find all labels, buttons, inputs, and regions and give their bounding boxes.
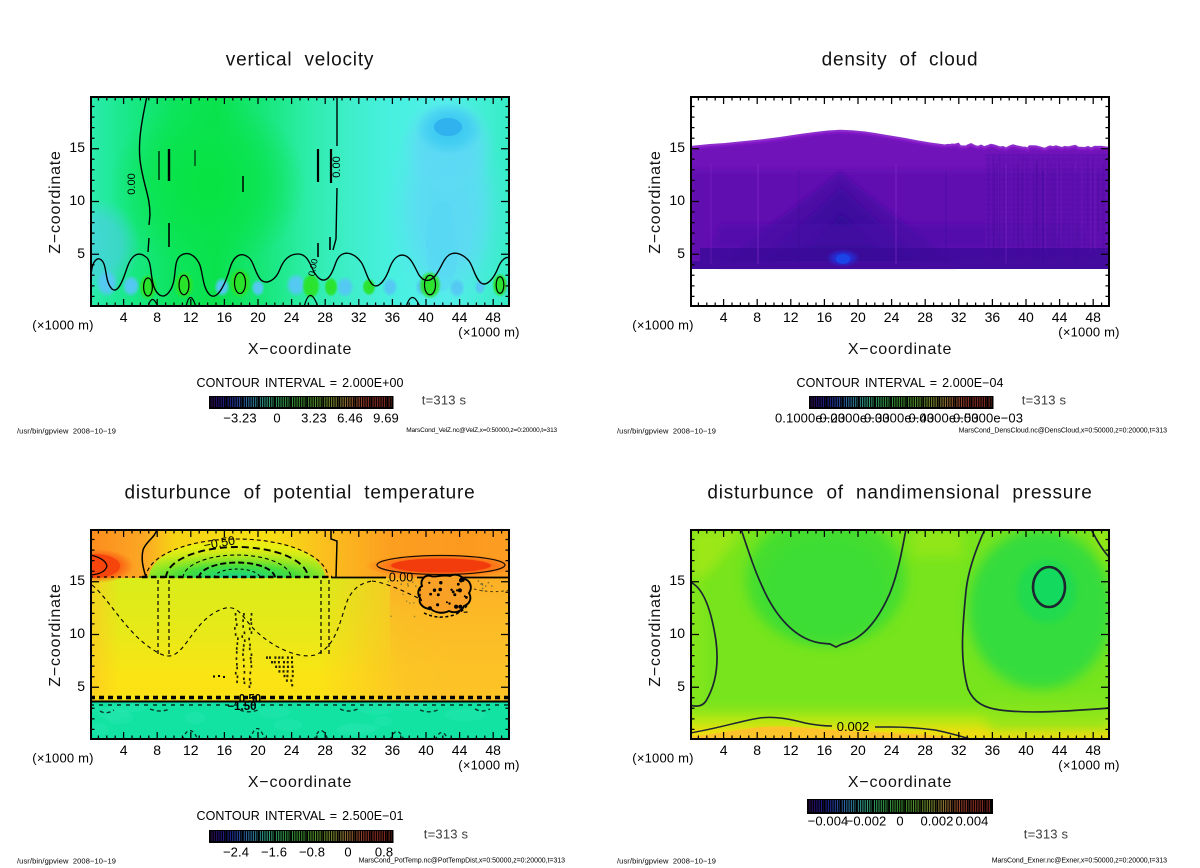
- svg-text:0.50: 0.50: [239, 694, 261, 706]
- svg-text:0.002: 0.002: [837, 719, 870, 734]
- svg-text:0.00: 0.00: [389, 571, 413, 585]
- svg-text:0.00: 0.00: [306, 258, 319, 277]
- svg-text:−0.50: −0.50: [203, 533, 237, 552]
- svg-text:0.00: 0.00: [331, 156, 343, 177]
- svg-text:−1.50: −1.50: [227, 701, 256, 713]
- svg-text:0.00: 0.00: [126, 173, 138, 194]
